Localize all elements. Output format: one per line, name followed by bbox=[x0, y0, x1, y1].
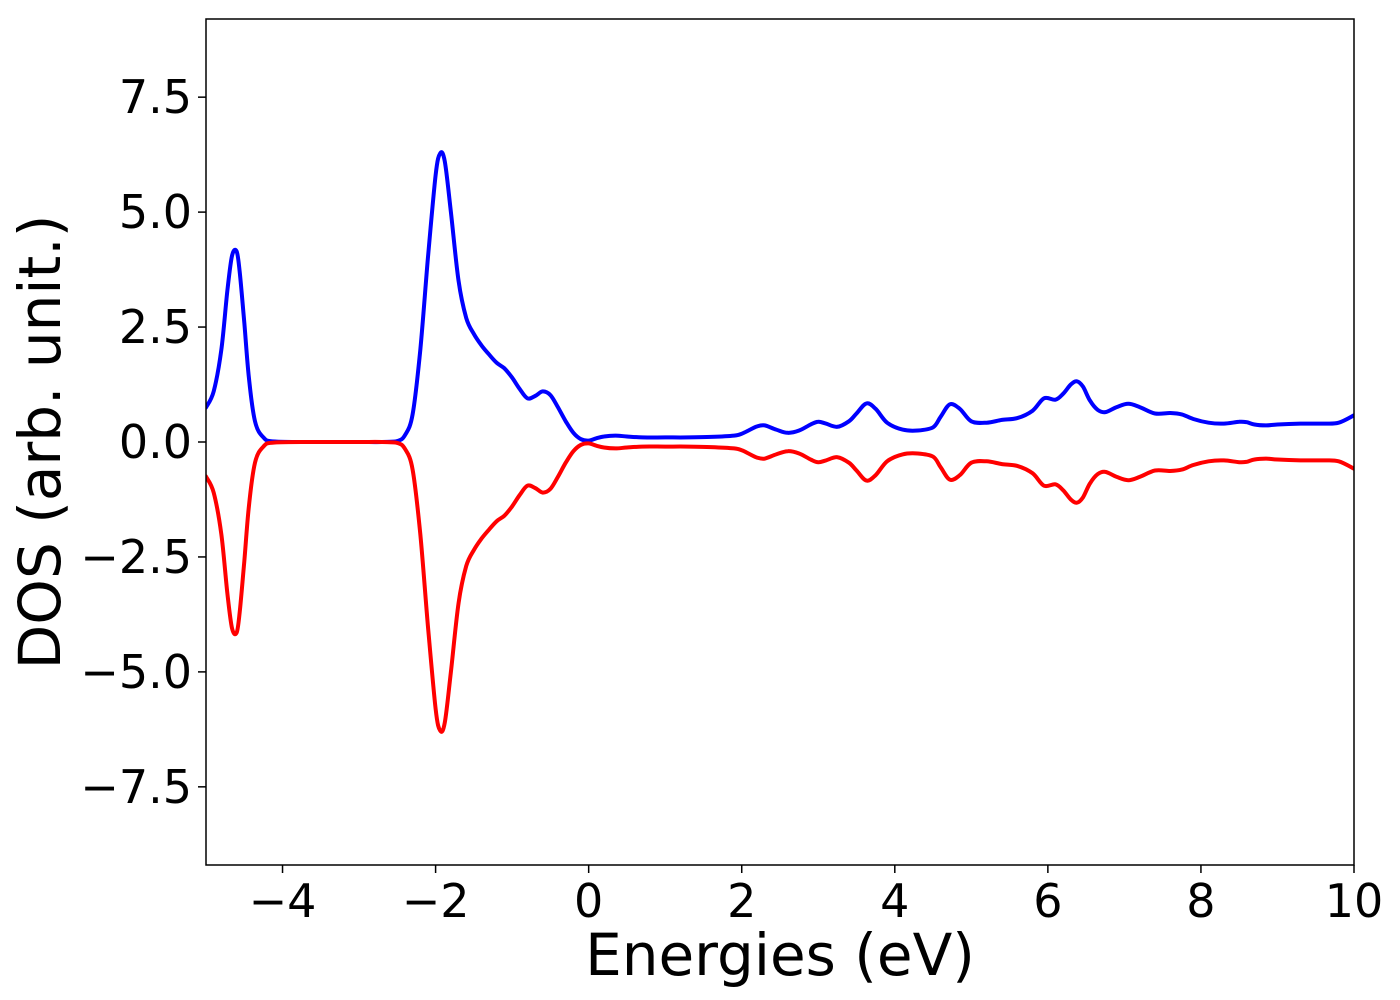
x-tick-label: 6 bbox=[1033, 874, 1062, 928]
x-tick-label: −4 bbox=[249, 874, 317, 928]
y-tick-label: 5.0 bbox=[119, 185, 192, 239]
series-line-2 bbox=[206, 439, 1354, 734]
y-tick-label: −5.0 bbox=[80, 645, 192, 699]
x-tick-label: 2 bbox=[727, 874, 756, 928]
x-axis-label: Energies (eV) bbox=[585, 921, 975, 989]
y-tick-label: −2.5 bbox=[80, 530, 192, 584]
x-tick-label: 10 bbox=[1325, 874, 1384, 928]
y-tick-label: 2.5 bbox=[119, 300, 192, 354]
y-axis-label: DOS (arb. unit.) bbox=[6, 215, 74, 670]
y-tick-label: 0.0 bbox=[119, 415, 192, 469]
series-layer bbox=[206, 150, 1354, 734]
x-tick-label: 8 bbox=[1186, 874, 1215, 928]
x-tick-label: 0 bbox=[574, 874, 603, 928]
y-tick-label: 7.5 bbox=[119, 70, 192, 124]
x-tick-label: 4 bbox=[880, 874, 909, 928]
y-axis: −7.5 −5.0 −2.5 0.0 2.5 5.0 7.5 bbox=[80, 70, 206, 814]
x-tick-label: −2 bbox=[402, 874, 470, 928]
series-line-1 bbox=[206, 150, 1354, 445]
y-tick-label: −7.5 bbox=[80, 760, 192, 814]
x-axis: −4 −2 0 2 4 6 8 10 bbox=[249, 865, 1384, 928]
